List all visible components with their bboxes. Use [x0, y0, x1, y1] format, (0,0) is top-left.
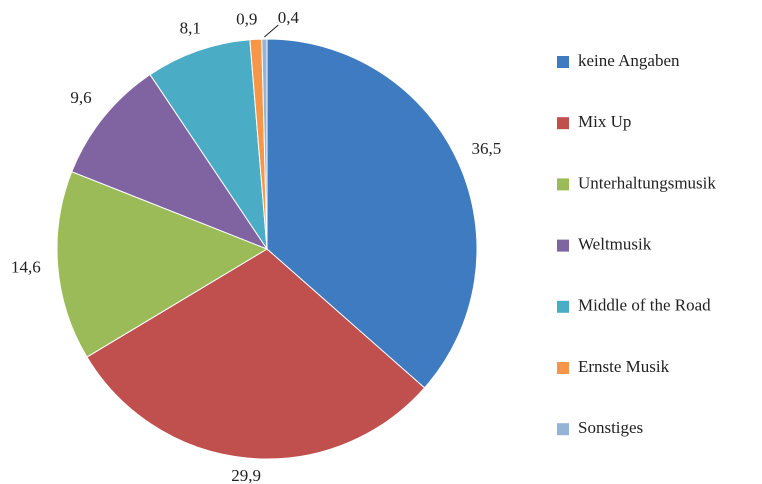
legend-label: Sonstiges — [578, 418, 643, 437]
pie-slice — [56, 171, 269, 358]
legend-swatch — [557, 56, 569, 68]
leader-line — [264, 24, 279, 38]
legend-label: Mix Up — [578, 112, 631, 131]
legend-swatch — [557, 362, 569, 374]
pie-slice — [266, 38, 478, 389]
legend-label: Unterhaltungsmusik — [578, 173, 716, 192]
legend-swatch — [557, 117, 569, 130]
pie-slice — [149, 39, 268, 251]
data-label: 0,9 — [236, 9, 257, 28]
legend-label: Middle of the Road — [578, 296, 711, 315]
legend-swatch — [557, 178, 569, 191]
pie-slice — [261, 38, 268, 250]
data-label: 8,1 — [180, 18, 201, 37]
legend-swatch — [557, 300, 569, 313]
data-label: 0,4 — [278, 8, 300, 27]
pie-slice — [71, 73, 269, 251]
data-label: 29,9 — [231, 466, 261, 484]
legend-label: Weltmusik — [578, 235, 652, 254]
data-label: 36,5 — [472, 139, 502, 158]
pie-slice — [86, 248, 426, 460]
data-label: 14,6 — [11, 258, 41, 277]
data-label: 9,6 — [70, 88, 91, 107]
legend-swatch — [557, 239, 569, 252]
legend-label: Ernste Musik — [578, 357, 670, 376]
legend-swatch — [557, 423, 569, 436]
legend-label: keine Angaben — [578, 51, 680, 70]
